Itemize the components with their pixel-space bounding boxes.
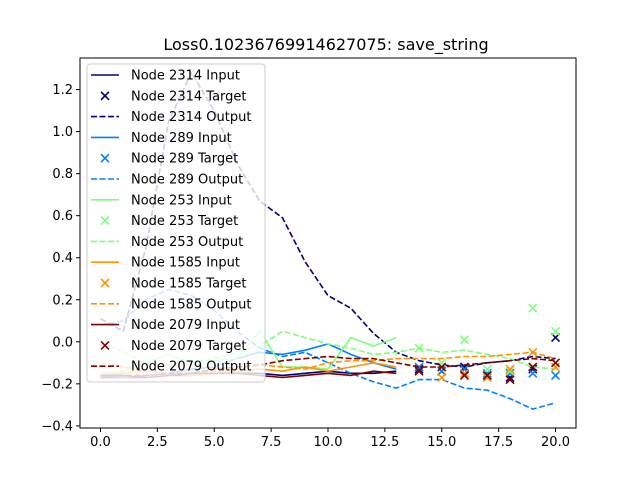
x-tick-label: 12.5 bbox=[370, 435, 399, 450]
legend-label: Node 253 Target bbox=[131, 214, 238, 229]
target-point bbox=[505, 364, 515, 374]
target-point bbox=[550, 326, 561, 336]
y-tick-label: 0.4 bbox=[52, 251, 73, 266]
x-axis: 0.0 2.5 5.0 7.5 10.0 12.5 15.0 17.5 20.0 bbox=[90, 428, 570, 450]
y-tick-label: −0.2 bbox=[41, 377, 73, 392]
legend-item: Node 289 Output bbox=[91, 173, 243, 188]
x-tick-label: 0.0 bbox=[90, 435, 111, 450]
legend-item: Node 253 Target bbox=[100, 214, 238, 229]
y-tick-label: 0.8 bbox=[52, 167, 73, 182]
chart-title: Loss0.10236769914627075: save_string bbox=[163, 35, 488, 55]
legend-marker bbox=[100, 153, 110, 163]
legend-label: Node 289 Input bbox=[131, 131, 232, 146]
target-point bbox=[459, 368, 470, 378]
legend-item: Node 2314 Input bbox=[91, 69, 240, 84]
legend-item: Node 2079 Input bbox=[91, 318, 240, 333]
legend-item: Node 2079 Target bbox=[100, 339, 247, 354]
y-tick-label: 0.2 bbox=[52, 293, 73, 308]
legend-label: Node 289 Target bbox=[131, 152, 238, 167]
legend-item: Node 2314 Target bbox=[100, 89, 247, 104]
y-tick-label: 0.6 bbox=[52, 209, 73, 224]
y-tick-label: 1.0 bbox=[52, 125, 73, 140]
x-tick-label: 15.0 bbox=[427, 435, 456, 450]
target-point bbox=[505, 375, 515, 385]
legend-label: Node 1585 Target bbox=[131, 277, 247, 292]
y-tick-label: 1.2 bbox=[52, 83, 73, 98]
legend-label: Node 2079 Input bbox=[131, 318, 240, 333]
legend-marker bbox=[100, 278, 110, 288]
legend-label: Node 289 Output bbox=[131, 173, 243, 188]
legend-label: Node 2314 Target bbox=[131, 89, 247, 104]
legend: Node 2314 Input Node 2314 Target Node 2314… bbox=[86, 63, 266, 383]
target-point bbox=[505, 366, 515, 376]
legend-label: Node 2314 Output bbox=[131, 110, 251, 125]
x-tick-label: 7.5 bbox=[261, 435, 282, 450]
y-tick-label: 0.0 bbox=[52, 335, 73, 350]
x-tick-label: 20.0 bbox=[541, 435, 570, 450]
x-tick-label: 2.5 bbox=[147, 435, 168, 450]
legend-box bbox=[86, 63, 266, 383]
target-point bbox=[550, 370, 561, 381]
legend-marker bbox=[100, 91, 110, 101]
legend-label: Node 2079 Output bbox=[131, 360, 251, 375]
y-tick-label: −0.4 bbox=[41, 419, 73, 434]
legend-label: Node 1585 Output bbox=[131, 297, 251, 312]
legend-item: Node 1585 Target bbox=[100, 277, 247, 292]
legend-item: Node 1585 Input bbox=[91, 256, 240, 271]
target-point bbox=[528, 362, 538, 372]
legend-label: Node 253 Input bbox=[131, 193, 232, 208]
legend-label: Node 2314 Input bbox=[131, 69, 240, 84]
target-point bbox=[528, 303, 538, 313]
legend-marker bbox=[100, 216, 110, 226]
legend-marker bbox=[100, 340, 110, 350]
legend-label: Node 2079 Target bbox=[131, 339, 247, 354]
legend-item: Node 289 Target bbox=[100, 152, 238, 167]
x-tick-label: 10.0 bbox=[314, 435, 343, 450]
target-point bbox=[437, 372, 447, 383]
target-point bbox=[414, 366, 424, 376]
target-point bbox=[482, 370, 492, 381]
target-point bbox=[459, 370, 470, 381]
legend-item: Node 1585 Output bbox=[91, 297, 251, 312]
y-axis: −0.4 −0.2 0.0 0.2 0.4 0.6 0.8 1.0 1.2 bbox=[41, 83, 80, 434]
legend-item: Node 253 Output bbox=[91, 235, 243, 250]
legend-label: Node 253 Output bbox=[131, 235, 243, 250]
x-tick-label: 5.0 bbox=[204, 435, 225, 450]
legend-item: Node 2314 Output bbox=[91, 110, 251, 125]
legend-label: Node 1585 Input bbox=[131, 256, 240, 271]
legend-item: Node 289 Input bbox=[91, 131, 232, 146]
legend-item: Node 2079 Output bbox=[91, 360, 251, 375]
x-tick-label: 17.5 bbox=[484, 435, 513, 450]
target-point bbox=[482, 372, 492, 383]
target-point bbox=[459, 335, 470, 345]
legend-item: Node 253 Input bbox=[91, 193, 232, 208]
